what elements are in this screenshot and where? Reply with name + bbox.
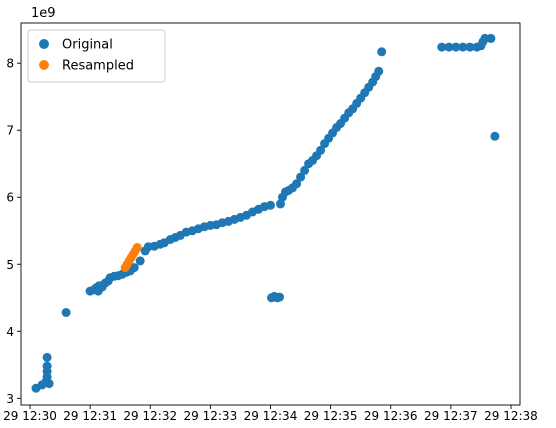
point-original bbox=[377, 47, 386, 56]
point-original bbox=[486, 34, 495, 43]
legend-label-original: Original bbox=[62, 38, 113, 53]
x-tick-label: 29 12:31 bbox=[63, 409, 117, 423]
point-original bbox=[374, 67, 383, 76]
point-original bbox=[275, 293, 284, 302]
point-resampled bbox=[133, 243, 142, 252]
point-original bbox=[43, 362, 52, 371]
x-axis: 29 12:30 29 12:31 29 12:32 29 12:33 29 12:34… bbox=[3, 405, 538, 423]
y-tick-label: 3 bbox=[6, 392, 14, 406]
y-tick-label: 8 bbox=[6, 57, 14, 71]
y-tick-label: 7 bbox=[6, 124, 14, 138]
x-tick-label: 29 12:37 bbox=[424, 409, 478, 423]
y-tick-label: 4 bbox=[6, 325, 14, 339]
y-axis: 3 4 5 6 7 8 bbox=[6, 57, 21, 406]
x-tick-label: 29 12:38 bbox=[484, 409, 538, 423]
x-tick-label: 29 12:30 bbox=[3, 409, 57, 423]
point-original bbox=[45, 379, 54, 388]
legend: Original Resampled bbox=[28, 30, 165, 82]
point-original bbox=[43, 353, 52, 362]
x-tick-label: 29 12:34 bbox=[244, 409, 298, 423]
legend-marker-original bbox=[39, 39, 49, 49]
x-tick-label: 29 12:36 bbox=[364, 409, 418, 423]
y-tick-label: 5 bbox=[6, 258, 14, 272]
point-original bbox=[266, 201, 275, 210]
x-tick-label: 29 12:32 bbox=[123, 409, 177, 423]
legend-label-resampled: Resampled bbox=[62, 59, 134, 74]
point-original bbox=[62, 308, 71, 317]
point-original bbox=[490, 132, 499, 141]
point-original bbox=[136, 256, 145, 265]
legend-marker-resampled bbox=[39, 60, 49, 70]
x-tick-label: 29 12:35 bbox=[304, 409, 358, 423]
y-tick-label: 6 bbox=[6, 191, 14, 205]
x-tick-label: 29 12:33 bbox=[184, 409, 238, 423]
y-offset-text: 1e9 bbox=[31, 6, 56, 21]
